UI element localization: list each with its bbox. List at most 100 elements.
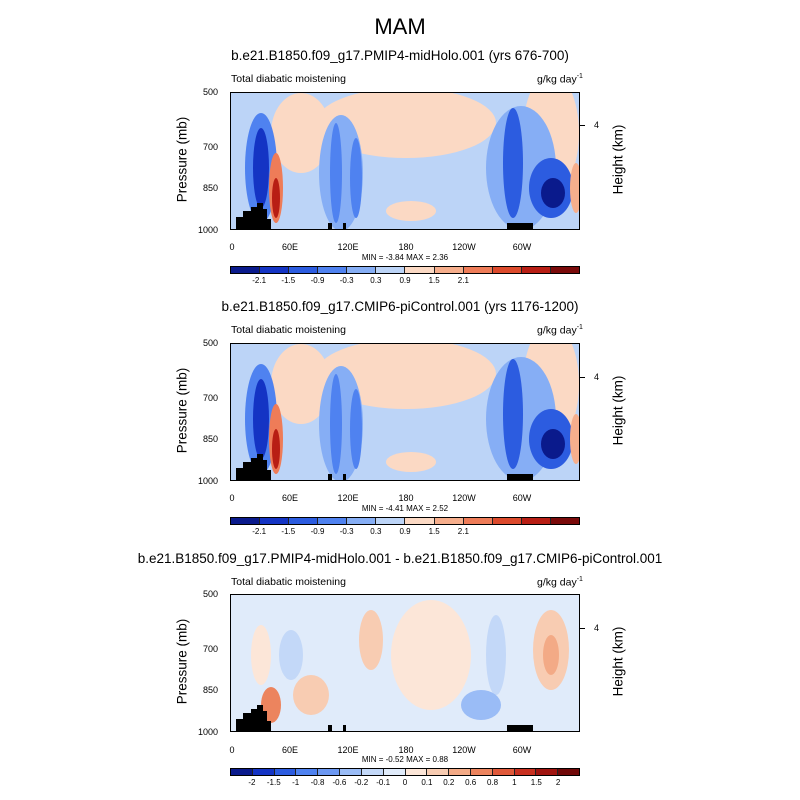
colorbar-label: -1.5 <box>266 778 281 787</box>
colorbar-swatch <box>492 267 522 273</box>
colorbar-label: 1 <box>512 778 517 787</box>
colorbar-swatch <box>347 267 377 273</box>
colorbar-swatch <box>550 518 579 524</box>
colorbar-label: -0.2 <box>354 778 369 787</box>
contour-region <box>272 429 280 469</box>
contour-region <box>541 178 565 208</box>
terrain-mask <box>507 474 533 480</box>
colorbar-swatch <box>231 267 261 273</box>
terrain-mask <box>236 203 271 229</box>
colorbar-swatch <box>521 518 551 524</box>
colorbar-swatch <box>514 769 537 775</box>
contour-region <box>543 635 559 675</box>
colorbar-label: -0.8 <box>310 778 325 787</box>
contour-region <box>503 108 523 218</box>
panel-3-xtick-180: 180 <box>398 745 414 755</box>
colorbar-swatch <box>550 267 579 273</box>
terrain-mask <box>328 223 332 229</box>
colorbar-swatch <box>449 769 471 775</box>
panel-3-variable-label: Total diabatic moistening <box>231 576 346 588</box>
panel-3-ytick-850: 850 <box>202 685 218 695</box>
panel-1-minmax: MIN = -3.84 MAX = 2.36 <box>361 253 449 262</box>
panel-1-xtick-120e: 120E <box>337 242 359 252</box>
contour-region <box>271 344 331 424</box>
terrain-mask <box>328 474 332 480</box>
colorbar-label: -0.9 <box>310 527 325 536</box>
colorbar-swatch <box>376 518 406 524</box>
panel-1-variable-label: Total diabatic moistening <box>231 73 346 85</box>
panel-2-variable-label: Total diabatic moistening <box>231 324 346 336</box>
contour-region <box>570 414 579 464</box>
colorbar-label: -1.5 <box>281 276 296 285</box>
panel-3-colorbar-labels: -2 -1.5 -1 -0.8 -0.6 -0.2 -0.1 0 0.1 0.2 0.6 0.8 1 1.… <box>230 778 580 790</box>
colorbar-swatch <box>383 769 406 775</box>
colorbar-label: -2.1 <box>252 527 267 536</box>
contour-region <box>316 93 496 158</box>
colorbar-label: 0.8 <box>486 778 499 787</box>
colorbar-swatch <box>463 267 493 273</box>
colorbar-swatch <box>289 518 319 524</box>
contour-region <box>570 163 579 213</box>
contour-region <box>316 344 496 409</box>
colorbar-label: -2 <box>248 778 256 787</box>
panel-2-height-tickmark <box>580 377 585 378</box>
colorbar-label: 0.3 <box>370 527 382 536</box>
colorbar-label: -1 <box>292 778 300 787</box>
panel-1-units: g/kg day-1 <box>537 73 583 86</box>
colorbar-label: 0.1 <box>421 778 433 787</box>
colorbar-swatch <box>427 769 450 775</box>
panel-2-ytick-500: 500 <box>202 338 218 348</box>
panel-2-ytick-850: 850 <box>202 434 218 444</box>
contour-region <box>503 359 523 469</box>
contour-region <box>391 600 471 710</box>
contour-region <box>350 389 362 469</box>
panel-2-xtick-120w: 120W <box>452 493 476 503</box>
colorbar-swatch <box>318 518 348 524</box>
panel-3-minmax: MIN = -0.52 MAX = 0.88 <box>361 755 449 764</box>
terrain-mask <box>236 705 271 731</box>
contour-region <box>330 374 342 474</box>
colorbar-label: 2.1 <box>457 527 469 536</box>
terrain-mask <box>343 725 346 731</box>
colorbar-swatch <box>521 267 551 273</box>
panel-3-height-tick-4: 4 <box>594 623 600 633</box>
colorbar-swatch <box>231 518 261 524</box>
figure-title: MAM <box>374 14 426 39</box>
colorbar-swatch <box>405 518 435 524</box>
panel-1-xtick-120w: 120W <box>452 242 476 252</box>
panel-2-xtick-60e: 60E <box>281 493 298 503</box>
panel-2-height-tick-4: 4 <box>594 372 600 382</box>
contour-region <box>541 429 565 459</box>
panel-3-height-tickmark <box>580 628 585 629</box>
panel-2-minmax: MIN = -4.41 MAX = 2.52 <box>361 504 449 513</box>
panel-2-title: b.e21.B1850.f09_g17.CMIP6-piControl.001 … <box>221 299 579 314</box>
colorbar-label: 0.6 <box>465 778 477 787</box>
colorbar-label: 1.5 <box>530 778 542 787</box>
panel-3-colorbar <box>230 768 580 776</box>
colorbar-label: -0.9 <box>310 276 325 285</box>
panel-1-xtick-60e: 60E <box>281 242 298 252</box>
contour-region <box>386 452 436 472</box>
contour-region <box>251 625 271 685</box>
panel-2-xtick-120e: 120E <box>337 493 359 503</box>
panel-1-height-tick-4: 4 <box>594 120 600 130</box>
colorbar-swatch <box>296 769 319 775</box>
colorbar-swatch <box>536 769 559 775</box>
colorbar-swatch <box>492 769 515 775</box>
panel-1-ytick-1000: 1000 <box>197 225 218 235</box>
terrain-mask <box>507 223 533 229</box>
colorbar-label: 1.5 <box>428 276 440 285</box>
colorbar-swatch <box>361 769 384 775</box>
colorbar-label: -0.6 <box>332 778 347 787</box>
colorbar-label: 2.1 <box>457 276 469 285</box>
contour-region <box>253 379 269 459</box>
colorbar-label: 1.5 <box>428 527 440 536</box>
terrain-mask <box>343 223 346 229</box>
panel-3-xtick-120e: 120E <box>337 745 359 755</box>
panel-1-xtick-60w: 60W <box>512 242 532 252</box>
panel-2-ylabel: Pressure (mb) <box>174 367 190 454</box>
panel-3-title: b.e21.B1850.f09_g17.PMIP4-midHolo.001 - … <box>137 551 663 566</box>
panel-1-plot <box>230 92 580 230</box>
terrain-mask <box>236 454 271 480</box>
colorbar-label: 2 <box>555 778 561 787</box>
